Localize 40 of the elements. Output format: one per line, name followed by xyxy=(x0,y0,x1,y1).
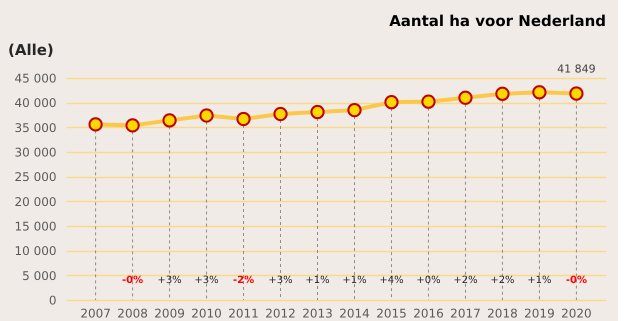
x-tick-label: 2019 xyxy=(524,306,555,320)
y-tick-label: 35 000 xyxy=(14,120,56,135)
annotation: +1% xyxy=(342,275,367,286)
x-tick-label: 2018 xyxy=(487,306,518,320)
chart-title: Aantal ha voor Nederland xyxy=(389,12,606,30)
annotation: +0% xyxy=(416,275,441,286)
annotation: +3% xyxy=(194,275,219,286)
x-tick-label: 2011 xyxy=(228,306,259,320)
text: (Alle) xyxy=(8,41,54,59)
annotation: +3% xyxy=(268,275,293,286)
data-label: 41 849 xyxy=(557,62,596,76)
annotation: +2% xyxy=(453,275,478,286)
x-tick-label: 2016 xyxy=(413,306,444,320)
x-tick-label: 2015 xyxy=(376,306,407,320)
x-tick-label: 2008 xyxy=(117,306,148,320)
y-tick-label: 25 000 xyxy=(14,170,56,184)
x-tick-label: 2009 xyxy=(154,306,185,320)
y-tick-label: 20 000 xyxy=(14,194,56,209)
x-tick-label: 2007 xyxy=(80,306,111,320)
annotation: -2% xyxy=(232,275,254,286)
x-tick-label: 2010 xyxy=(191,306,222,320)
y-tick-label: 5 000 xyxy=(22,268,56,283)
annotation: +2% xyxy=(490,275,515,286)
annotation: -0% xyxy=(566,275,587,286)
x-tick-label: 2013 xyxy=(302,306,333,320)
y-tick-label: 0 xyxy=(48,294,56,308)
x-tick-label: 2012 xyxy=(265,306,296,320)
y-tick-label: 10 000 xyxy=(14,244,56,258)
x-tick-label: 2014 xyxy=(339,306,370,320)
y-tick-label: 40 000 xyxy=(14,96,56,110)
x-tick-label: 2017 xyxy=(450,306,481,320)
annotation: +4% xyxy=(379,275,404,286)
annotation: +1% xyxy=(527,275,552,286)
y-tick-label: 45 000 xyxy=(14,72,56,86)
annotation: +3% xyxy=(157,275,182,286)
y-tick-label: 15 000 xyxy=(14,220,56,234)
y-tick-label: 30 000 xyxy=(14,146,56,160)
x-tick-label: 2020 xyxy=(561,306,592,320)
annotation: +1% xyxy=(305,275,330,286)
annotation: -0% xyxy=(122,275,144,286)
